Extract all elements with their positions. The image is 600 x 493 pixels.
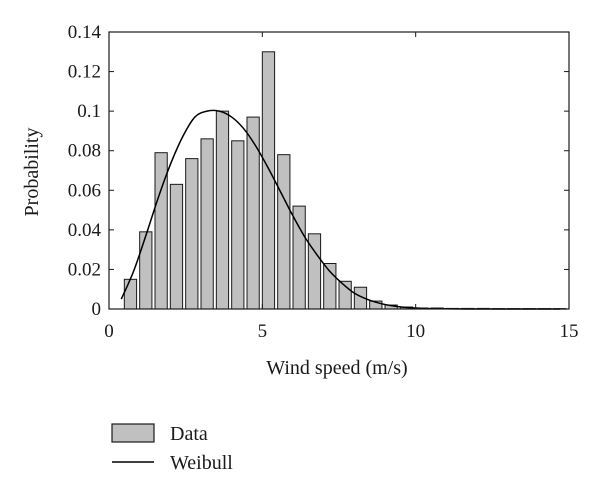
x-tick-label: 0 [104, 321, 114, 342]
histogram-bar [139, 231, 153, 310]
histogram-bar [246, 116, 260, 310]
x-tick-label: 5 [258, 321, 268, 342]
plot-area [108, 31, 570, 310]
legend: Data Weibull [111, 423, 233, 474]
histogram-bar [292, 205, 306, 310]
legend-weibull-label: Weibull [170, 452, 233, 474]
y-tick-label: 0.14 [68, 22, 102, 43]
x-axis: 0 5 10 15 [104, 32, 579, 342]
y-axis-title: Probability [21, 128, 43, 217]
x-axis-title: Wind speed (m/s) [266, 357, 407, 379]
x-tick-label: 15 [560, 321, 579, 342]
plot-frame [108, 31, 570, 310]
histogram-bar [169, 183, 184, 310]
y-tick-label: 0.1 [77, 101, 101, 122]
x-tick-label: 10 [406, 321, 425, 342]
histogram-bar [231, 140, 245, 310]
legend-data-swatch [111, 423, 155, 443]
histogram-bar [277, 154, 291, 310]
y-tick-label: 0.06 [68, 180, 101, 201]
y-tick-label: 0.12 [68, 62, 101, 83]
histogram-bar [123, 278, 138, 310]
legend-data-label: Data [170, 423, 208, 445]
y-tick-label: 0.02 [68, 259, 101, 280]
histogram-bar [200, 138, 214, 310]
histogram-bar [185, 158, 199, 310]
bars-group [123, 51, 567, 310]
y-tick-label: 0 [92, 299, 102, 320]
y-axis: 0 0.02 0.04 0.06 0.08 0.1 0.12 0.14 [68, 22, 569, 320]
y-tick-label: 0.08 [68, 141, 101, 162]
histogram-bar [261, 51, 276, 310]
histogram-bar [215, 110, 230, 310]
y-tick-label: 0.04 [68, 220, 102, 241]
